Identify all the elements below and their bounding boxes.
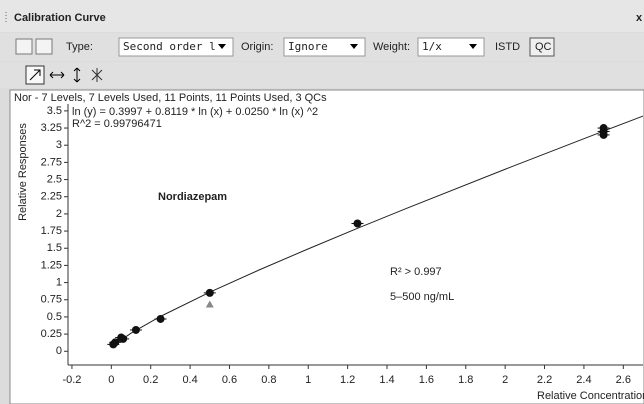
x-tick-label: 0: [108, 374, 114, 386]
close-button[interactable]: x: [636, 12, 643, 24]
r-squared: R^2 = 0.99796471: [72, 118, 162, 130]
dropdown-arrow: [469, 44, 477, 49]
y-tick-label: 2.5: [47, 173, 62, 185]
y-tick-label: 1.75: [41, 225, 62, 237]
type-label: Type:: [66, 41, 93, 53]
x-tick-label: 0.6: [222, 374, 237, 386]
y-tick-label: 2.75: [41, 156, 62, 168]
calibration-point: [599, 130, 608, 139]
dropdown-arrow: [218, 44, 226, 49]
x-tick-label: 1.6: [419, 374, 434, 386]
zoom-x-button[interactable]: [49, 71, 65, 79]
weight-select[interactable]: [417, 37, 485, 57]
prev-button[interactable]: [15, 38, 33, 55]
options-button[interactable]: [91, 68, 103, 82]
y-tick-label: 1: [56, 276, 62, 288]
type-select[interactable]: [118, 37, 234, 57]
x-tick-label: 2.6: [616, 374, 631, 386]
calibration-point: [599, 124, 608, 133]
icon: [29, 69, 41, 81]
y-axis-label: Relative Responses: [17, 123, 29, 221]
x-tick-label: 2: [502, 374, 508, 386]
next-button[interactable]: [35, 38, 53, 55]
title-bar: [0, 0, 644, 32]
y-tick-label: 2: [56, 208, 62, 220]
y-tick-label: 3: [56, 139, 62, 151]
x-tick-label: 0.8: [261, 374, 276, 386]
zoom-y-button[interactable]: [73, 67, 81, 83]
calibration-point: [119, 334, 128, 343]
annotation: Nordiazepam: [158, 191, 227, 203]
x-tick-label: 1.2: [340, 374, 355, 386]
equation: ln (y) = 0.3997 + 0.8119 * ln (x) + 0.02…: [72, 106, 318, 118]
calibration-point: [353, 219, 362, 228]
qc-button[interactable]: QC: [535, 41, 552, 53]
qc-point: [205, 300, 214, 308]
chart-header: Nor - 7 Levels, 7 Levels Used, 11 Points…: [14, 92, 327, 104]
toolbar-2: [0, 62, 644, 88]
weight-value: 1/x: [422, 40, 442, 53]
type-value: Second order l: [123, 40, 216, 53]
dropdown-arrow: [350, 44, 358, 49]
y-tick-label: 1.5: [47, 242, 62, 254]
x-tick-label: 0.4: [182, 374, 197, 386]
calibration-point: [131, 325, 140, 334]
calibration-point: [111, 338, 120, 347]
y-tick-label: 1.25: [41, 259, 62, 271]
x-tick-label: 2.2: [537, 374, 552, 386]
weight-label: Weight:: [373, 41, 410, 53]
istd-button[interactable]: ISTD: [495, 41, 520, 53]
annotation: 5–500 ng/mL: [390, 291, 454, 303]
x-tick-label: 0.2: [143, 374, 158, 386]
window-title: Calibration Curve: [14, 12, 106, 24]
y-tick-label: 0.5: [47, 311, 62, 323]
y-tick-label: 0.75: [41, 294, 62, 306]
y-tick-label: 3.5: [47, 105, 62, 117]
x-tick-label: 1: [305, 374, 311, 386]
fit-curve: [112, 115, 644, 348]
y-tick-label: 0.25: [41, 328, 62, 340]
x-tick-label: 2.4: [576, 374, 591, 386]
annotation: R² > 0.997: [390, 266, 442, 278]
calibration-point: [205, 288, 214, 297]
x-tick-label: 1.8: [458, 374, 473, 386]
x-tick-label: 1.4: [379, 374, 394, 386]
y-tick-label: 0: [56, 345, 62, 357]
origin-value: Ignore: [288, 40, 328, 53]
x-axis-label: Relative Concentration: [537, 390, 644, 402]
y-tick-label: 2.25: [41, 191, 62, 203]
origin-select[interactable]: [283, 37, 366, 57]
plot-panel: [9, 89, 644, 404]
calibration-point: [156, 314, 165, 323]
y-tick-label: 3.25: [41, 122, 62, 134]
origin-label: Origin:: [241, 41, 273, 53]
x-tick-label: -0.2: [62, 374, 81, 386]
qc-frame: [529, 37, 555, 57]
